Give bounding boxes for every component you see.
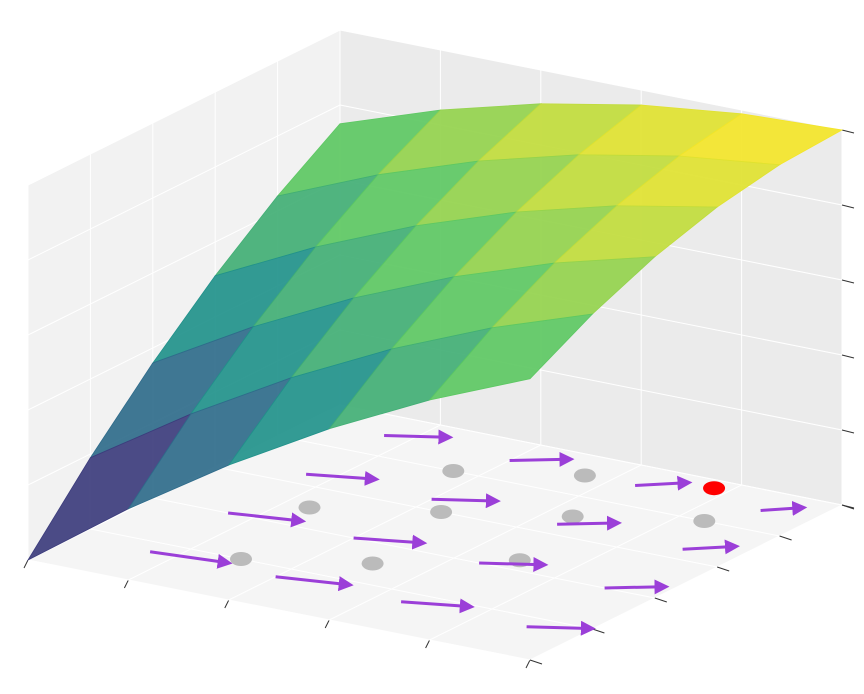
floor-pane — [28, 405, 842, 660]
grid-line — [339, 404, 843, 506]
quiver-arrow — [682, 539, 740, 555]
grid-line — [228, 444, 542, 601]
sample-point — [573, 468, 596, 483]
grid-line — [328, 464, 642, 621]
sample-point — [430, 505, 453, 519]
sample-point — [298, 500, 321, 515]
quiver-arrow — [149, 550, 233, 569]
quiver-arrow — [635, 475, 693, 491]
grid-line — [128, 424, 441, 581]
z-tick — [841, 129, 855, 134]
z-tick — [841, 354, 855, 359]
x-tick — [425, 639, 431, 649]
quiver-arrow — [604, 579, 670, 595]
z-tick — [841, 279, 855, 284]
x-tick — [23, 559, 29, 569]
sample-point — [230, 552, 252, 566]
quiver-arrow — [384, 429, 454, 445]
quiver-arrow — [479, 557, 549, 572]
y-tick — [717, 566, 730, 572]
quiver-arrow — [227, 511, 307, 528]
y-tick — [779, 535, 792, 541]
grid-line — [27, 104, 341, 261]
x-tick — [123, 579, 129, 589]
target-point — [703, 481, 726, 496]
sample-point — [361, 556, 384, 571]
surface-patch — [428, 313, 594, 401]
grid-line — [215, 466, 718, 568]
quiver-arrow — [400, 598, 475, 614]
sample-point — [442, 464, 465, 478]
y-tick — [592, 628, 605, 634]
x-tick — [525, 659, 531, 669]
z-tick — [841, 204, 855, 209]
x-tick — [224, 599, 230, 609]
quiver-arrow — [431, 493, 501, 509]
quiver-arrow — [557, 515, 622, 531]
grid-line — [339, 29, 843, 131]
grid-line — [429, 484, 742, 641]
x-tick — [324, 619, 330, 629]
quiver-arrow — [275, 575, 354, 592]
grid-line — [27, 29, 341, 186]
grid-line — [27, 559, 531, 661]
y-tick — [529, 659, 543, 665]
z-tick — [841, 504, 855, 509]
quiver-arrow — [353, 534, 428, 550]
quiver-arrow — [526, 620, 596, 636]
sample-point — [561, 509, 584, 524]
sample-point — [693, 514, 716, 528]
y-tick — [654, 597, 667, 603]
quiver-arrow — [760, 500, 808, 516]
quiver-arrow — [509, 451, 575, 467]
z-tick — [841, 429, 855, 434]
quiver-arrow — [305, 470, 380, 486]
